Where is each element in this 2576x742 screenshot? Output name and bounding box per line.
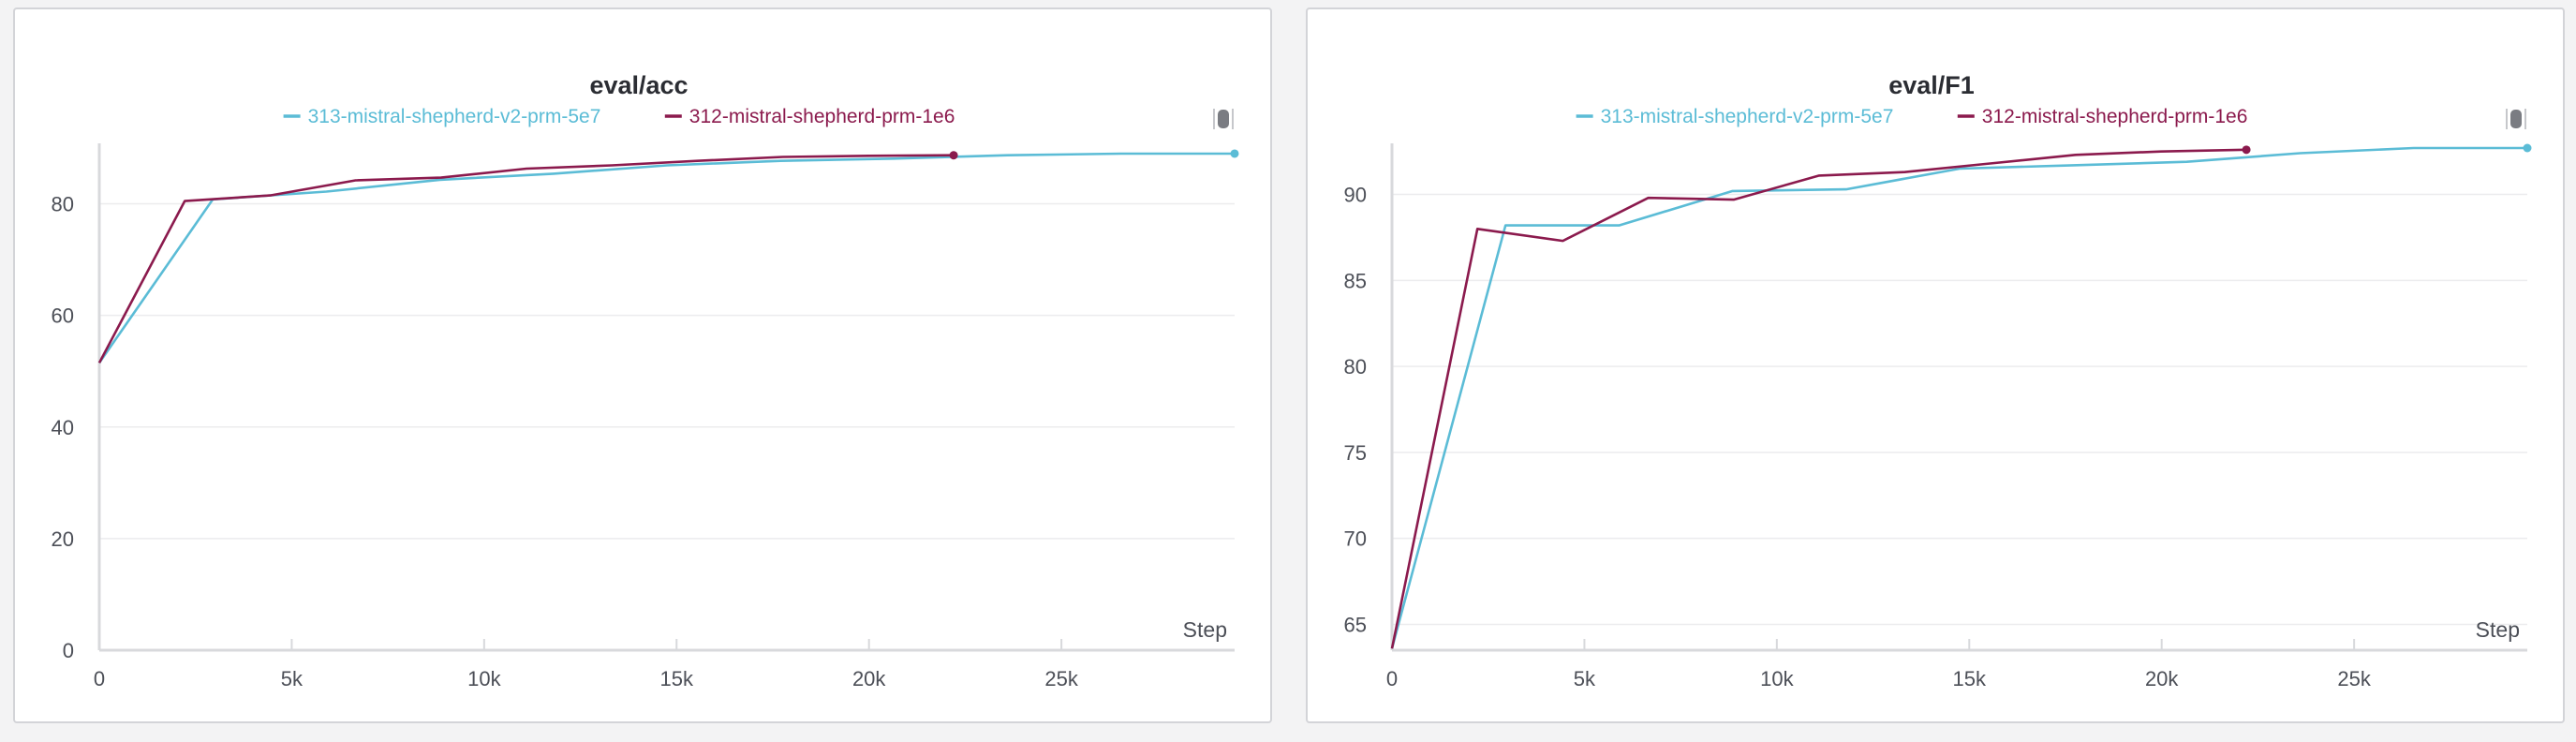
legend-label: 313-mistral-shepherd-v2-prm-5e7 bbox=[1601, 106, 1894, 127]
series-end-point-1[interactable] bbox=[2523, 143, 2532, 153]
panel-toggle-icon[interactable] bbox=[2510, 110, 2522, 128]
y-tick-label: 0 bbox=[63, 639, 74, 662]
y-tick-label: 20 bbox=[52, 527, 74, 551]
chart-panel-eval-acc: eval/acc 313-mistral-shepherd-v2-prm-5e7 3… bbox=[13, 7, 1272, 723]
chart-svg-eval-acc: eval/acc 313-mistral-shepherd-v2-prm-5e7 3… bbox=[52, 71, 1239, 690]
x-tick-label: 10k bbox=[1760, 667, 1794, 690]
series-end-point-2[interactable] bbox=[949, 151, 958, 160]
y-tick-label: 65 bbox=[1344, 613, 1367, 636]
chart-panel-eval-f1: eval/F1 313-mistral-shepherd-v2-prm-5e7 31… bbox=[1306, 7, 2565, 723]
panel-toggle-icon[interactable] bbox=[1218, 110, 1229, 128]
series-line-1[interactable] bbox=[97, 152, 1235, 364]
y-tick-label: 40 bbox=[52, 416, 74, 439]
x-tick-label: 15k bbox=[1953, 667, 1987, 690]
legend-label: 312-mistral-shepherd-prm-1e6 bbox=[689, 106, 955, 127]
x-tick-label: 25k bbox=[2337, 667, 2371, 690]
series-line-2[interactable] bbox=[1390, 148, 2247, 649]
chart-title: eval/acc bbox=[589, 71, 688, 99]
series-end-point-2[interactable] bbox=[2242, 145, 2251, 155]
x-tick-label: 0 bbox=[1386, 667, 1398, 690]
x-tick-label: 25k bbox=[1044, 667, 1078, 690]
y-tick-label: 80 bbox=[52, 193, 74, 216]
x-tick-label: 20k bbox=[852, 667, 886, 690]
x-tick-label: 10k bbox=[467, 667, 501, 690]
series-end-point-1[interactable] bbox=[1230, 149, 1239, 158]
x-tick-label: 20k bbox=[2145, 667, 2179, 690]
y-tick-label: 85 bbox=[1344, 269, 1367, 292]
series-line-1[interactable] bbox=[1390, 146, 2527, 649]
y-tick-label: 90 bbox=[1344, 184, 1367, 207]
legend-label: 312-mistral-shepherd-prm-1e6 bbox=[1982, 106, 2248, 127]
x-axis-label: Step bbox=[2476, 617, 2520, 642]
x-tick-label: 15k bbox=[660, 667, 694, 690]
y-tick-label: 80 bbox=[1344, 355, 1367, 378]
x-tick-label: 0 bbox=[94, 667, 105, 690]
x-tick-label: 5k bbox=[281, 667, 303, 690]
series-line-2[interactable] bbox=[97, 154, 955, 364]
y-tick-label: 75 bbox=[1344, 441, 1367, 465]
x-tick-label: 5k bbox=[1574, 667, 1596, 690]
chart-title: eval/F1 bbox=[1888, 71, 1975, 99]
y-tick-label: 70 bbox=[1344, 527, 1367, 551]
chart-svg-eval-f1: eval/F1 313-mistral-shepherd-v2-prm-5e7 31… bbox=[1344, 71, 2532, 690]
x-axis-label: Step bbox=[1183, 617, 1227, 642]
y-tick-label: 60 bbox=[52, 304, 74, 328]
legend-label: 313-mistral-shepherd-v2-prm-5e7 bbox=[308, 106, 601, 127]
